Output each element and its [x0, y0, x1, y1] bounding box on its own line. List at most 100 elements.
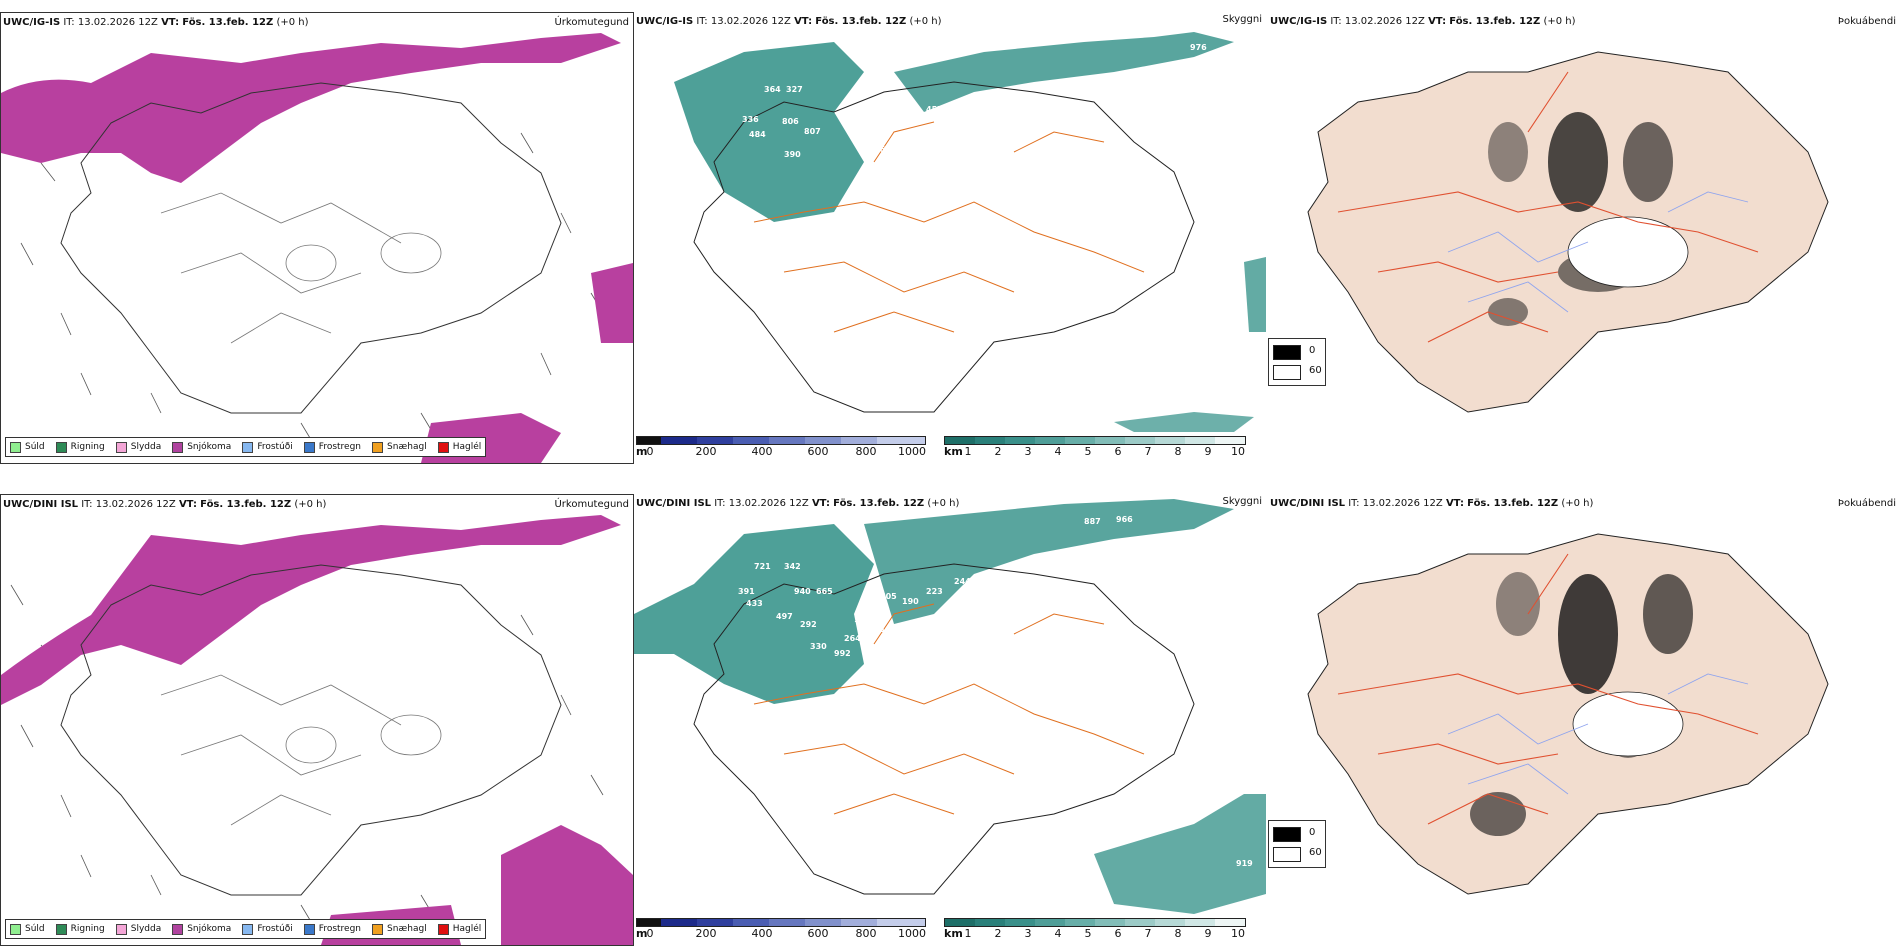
legend-swatch — [242, 441, 254, 453]
land — [1307, 51, 1829, 413]
height-value: 333 — [884, 173, 901, 182]
cloud-map: 364 327 336 484 806 807 390 868 87 457 3… — [674, 32, 1266, 432]
legend-swatch — [437, 441, 449, 453]
precip-panel-row2: UWC/DINI ISL IT: 13.02.2026 12Z VT: Fös.… — [0, 494, 634, 946]
legend-item: Snjókoma — [172, 441, 231, 453]
scale-ticks: 1 2 3 4 5 6 7 8 9 10 — [964, 927, 1246, 940]
scale-bar — [944, 918, 1246, 927]
legend-swatch — [372, 923, 384, 935]
height-value: 457 — [926, 105, 943, 114]
height-value: 244 — [954, 577, 971, 586]
visibility-scale: km 1 2 3 4 5 6 7 8 9 10 — [944, 918, 1254, 942]
snow-area — [1, 33, 621, 183]
fog-swatch-white — [1273, 847, 1301, 862]
height-value: 868 — [874, 145, 891, 154]
legend-item: Frostregn — [303, 923, 361, 935]
legend-item: Rigning — [55, 923, 105, 935]
legend-swatch — [437, 923, 449, 935]
height-value: 390 — [784, 150, 801, 159]
legend-item: Súld — [10, 441, 45, 453]
panel-title: UWC/IG-IS IT: 13.02.2026 12Z VT: Fös. 13… — [636, 16, 942, 27]
fog-swatch-white — [1273, 365, 1301, 380]
panel-title: UWC/DINI ISL IT: 13.02.2026 12Z VT: Fös.… — [3, 499, 327, 510]
height-value: 327 — [786, 85, 803, 94]
low-visibility-area — [894, 32, 1234, 112]
wind-barbs — [10, 102, 604, 444]
cloud-height-scale: m 0 200 400 600 800 1000 — [636, 918, 926, 942]
cloud-panel-row2: UWC/DINI ISL IT: 13.02.2026 12Z VT: Fös.… — [634, 494, 1266, 944]
legend-swatch — [115, 923, 127, 935]
road-network — [753, 603, 1145, 815]
legend-item: Frostúði — [242, 923, 293, 935]
panel-title: UWC/DINI ISL IT: 13.02.2026 12Z VT: Fös.… — [636, 498, 960, 509]
low-visibility-area — [674, 42, 864, 222]
fog-scale: 0 60 — [1268, 820, 1326, 868]
legend-item: Súld — [10, 923, 45, 935]
height-labels: 721 342 391 433 940 665 497 292 330 605 … — [738, 515, 1253, 868]
legend-swatch — [172, 923, 184, 935]
param-label: Skyggni — [1222, 496, 1262, 507]
param-label: Þokuábendi — [1837, 498, 1896, 509]
height-value: 807 — [804, 127, 821, 136]
param-label: Þokuábendi — [1837, 16, 1896, 27]
height-value: 497 — [776, 612, 793, 621]
height-value: 508 — [868, 625, 885, 634]
height-value: 391 — [738, 587, 755, 596]
height-value: 364 — [764, 85, 781, 94]
height-value: 484 — [749, 130, 766, 139]
cloud-panel-row1: UWC/IG-IS IT: 13.02.2026 12Z VT: Fös. 13… — [634, 12, 1266, 462]
legend-item: Frostregn — [303, 441, 361, 453]
height-value: 342 — [784, 562, 801, 571]
param-label: Úrkomutegund — [554, 17, 629, 28]
height-value: 292 — [800, 620, 817, 629]
scale-bar — [636, 436, 926, 445]
precip-panel-row1: UWC/IG-IS IT: 13.02.2026 12Z VT: Fös. 13… — [0, 12, 634, 464]
param-label: Skyggni — [1222, 14, 1262, 25]
low-visibility-area — [1114, 412, 1254, 432]
legend-item: Haglél — [437, 923, 481, 935]
height-value: 87 — [894, 150, 905, 159]
fog-areas — [1470, 572, 1693, 836]
height-value: 15 — [930, 617, 942, 626]
legend-item: Slydda — [115, 923, 161, 935]
height-value: 336 — [742, 115, 759, 124]
fog-swatch-black — [1273, 827, 1301, 842]
low-visibility-area — [864, 499, 1234, 624]
height-value: 433 — [746, 599, 763, 608]
height-value: 887 — [1084, 517, 1101, 526]
cloud-height-scale: m 0 200 400 600 800 1000 — [636, 436, 926, 460]
scale-unit: m — [636, 927, 648, 940]
legend-item: Snæhagl — [372, 923, 427, 935]
fog-tick: 60 — [1309, 847, 1322, 858]
scale-ticks: 0 200 400 600 800 1000 — [646, 927, 927, 940]
road-network — [1337, 553, 1759, 825]
legend-swatch — [172, 441, 184, 453]
fog-tick: 0 — [1309, 345, 1316, 356]
legend-swatch — [115, 441, 127, 453]
scale-bar — [636, 918, 926, 927]
coastline — [60, 564, 562, 896]
glacier — [1572, 691, 1684, 757]
coastline — [693, 563, 1195, 895]
legend-item: Rigning — [55, 441, 105, 453]
fog-tick: 0 — [1309, 827, 1316, 838]
precip-type-legend: Súld Rigning Slydda Snjókoma Frostúði Fr… — [5, 437, 487, 457]
fog-panel-row2: UWC/DINI ISL IT: 13.02.2026 12Z VT: Fös.… — [1268, 494, 1900, 944]
snow-area — [501, 825, 633, 945]
height-value: 976 — [1190, 43, 1207, 52]
fog-tick: 60 — [1309, 365, 1322, 376]
low-visibility-area — [1094, 794, 1266, 914]
road-network — [1337, 71, 1759, 343]
precip-type-legend: Súld Rigning Slydda Snjókoma Frostúði Fr… — [5, 919, 487, 939]
height-labels: 364 327 336 484 806 807 390 868 87 457 3… — [742, 43, 1207, 182]
legend-swatch — [372, 441, 384, 453]
legend-item: Snæhagl — [372, 441, 427, 453]
height-value: 605 — [880, 592, 897, 601]
precip-map — [1, 33, 633, 463]
legend-item: Snjókoma — [172, 923, 231, 935]
panel-title: UWC/DINI ISL IT: 13.02.2026 12Z VT: Fös.… — [1270, 498, 1594, 509]
height-value: 919 — [1236, 859, 1253, 868]
precip-map — [1, 515, 633, 945]
scale-unit: km — [944, 927, 963, 940]
legend-swatch — [242, 923, 254, 935]
